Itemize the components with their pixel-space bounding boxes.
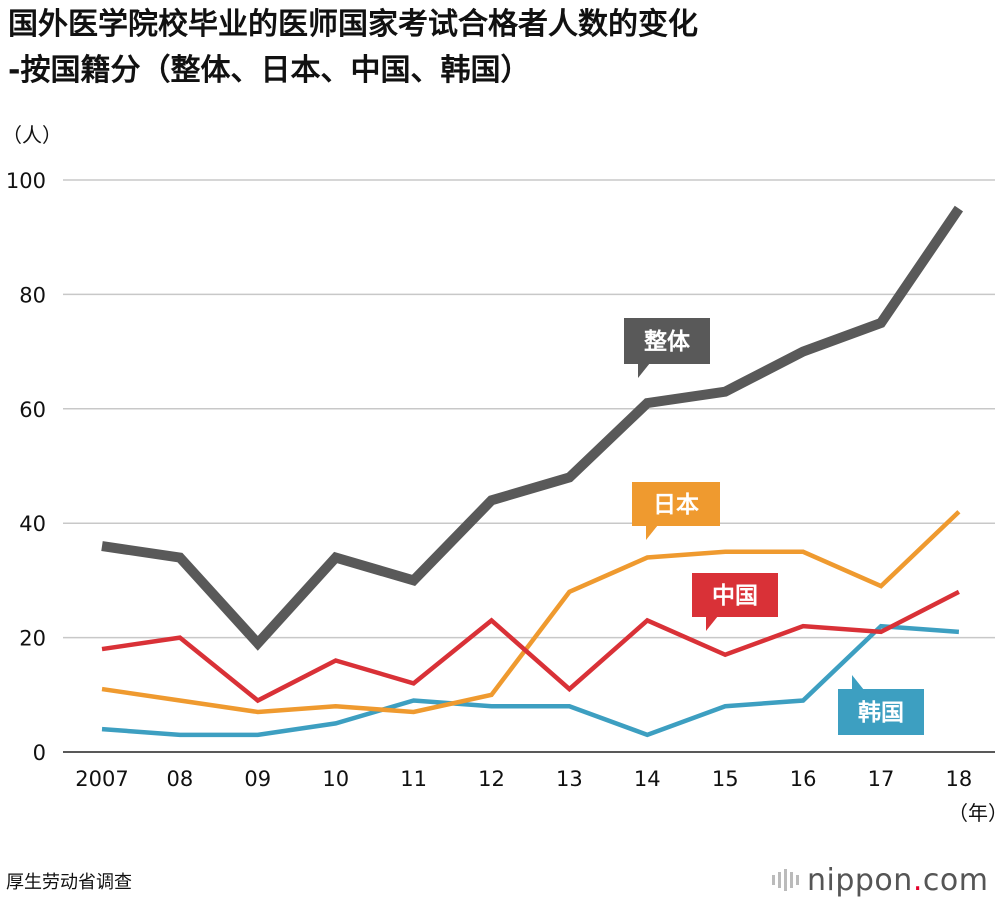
y-tick-label: 80 (19, 283, 46, 307)
series-line-3 (101, 623, 960, 738)
nippon-logo: nippon.com (772, 860, 988, 900)
x-tick-label: 17 (868, 767, 895, 791)
logo-wordmark: nippon.com (807, 862, 989, 898)
x-tick-label: 09 (244, 767, 271, 791)
x-tick-label: 08 (167, 767, 194, 791)
y-tick-label: 60 (19, 398, 46, 422)
series-line-0 (101, 205, 964, 651)
x-tick-label: 12 (478, 767, 505, 791)
callout-box (632, 482, 720, 526)
y-tick-label: 0 (33, 741, 46, 765)
series-line-1 (101, 510, 961, 715)
callout-box (624, 318, 710, 364)
y-tick-label: 40 (19, 512, 46, 536)
series-label-1: 日本 (632, 482, 720, 540)
series-label-0: 整体 (624, 318, 710, 378)
x-tick-labels: 2007 08 09 10 11 12 13 14 15 16 17 18 (75, 767, 972, 791)
callout-pointer (706, 616, 718, 631)
callout-text: 日本 (653, 492, 699, 518)
callout-text: 韩国 (858, 699, 904, 726)
series-line-2 (101, 589, 960, 704)
series-lines (101, 205, 964, 738)
chart-title: 国外医学院校毕业的医师国家考试合格者人数的变化 -按国籍分（整体、日本、中国、韩… (8, 2, 993, 94)
grid-layer (63, 179, 995, 753)
chart-title-line-2: -按国籍分（整体、日本、中国、韩国） (8, 53, 531, 88)
y-tick-label: 20 (19, 627, 46, 651)
series-label-3: 韩国 (838, 675, 924, 735)
y-tick-label: 100 (6, 169, 46, 193)
chart-title-line-1: 国外医学院校毕业的医师国家考试合格者人数的变化 (8, 7, 698, 42)
y-axis-unit-label: （人） (2, 123, 62, 147)
x-tick-label: 11 (400, 767, 427, 791)
x-tick-label: 14 (634, 767, 661, 791)
x-tick-label: 10 (322, 767, 349, 791)
callout-text: 中国 (712, 583, 758, 609)
x-tick-label: 15 (712, 767, 739, 791)
callout-pointer (638, 363, 650, 378)
callout-text: 整体 (644, 328, 691, 355)
x-tick-label: 18 (946, 767, 973, 791)
source-note: 厚生劳动省调查 (6, 872, 132, 893)
callout-box (692, 573, 778, 617)
x-tick-label: 13 (556, 767, 583, 791)
y-tick-labels: 0 20 40 60 80 100 (6, 169, 46, 765)
callout-pointer (646, 525, 658, 540)
x-tick-label: 16 (790, 767, 817, 791)
callout-pointer (852, 675, 864, 690)
x-tick-label: 2007 (75, 767, 128, 791)
callout-box (838, 689, 924, 735)
logo-bars-icon (772, 869, 799, 891)
x-axis-unit-label: （年） (948, 801, 1000, 825)
series-label-2: 中国 (692, 573, 778, 631)
